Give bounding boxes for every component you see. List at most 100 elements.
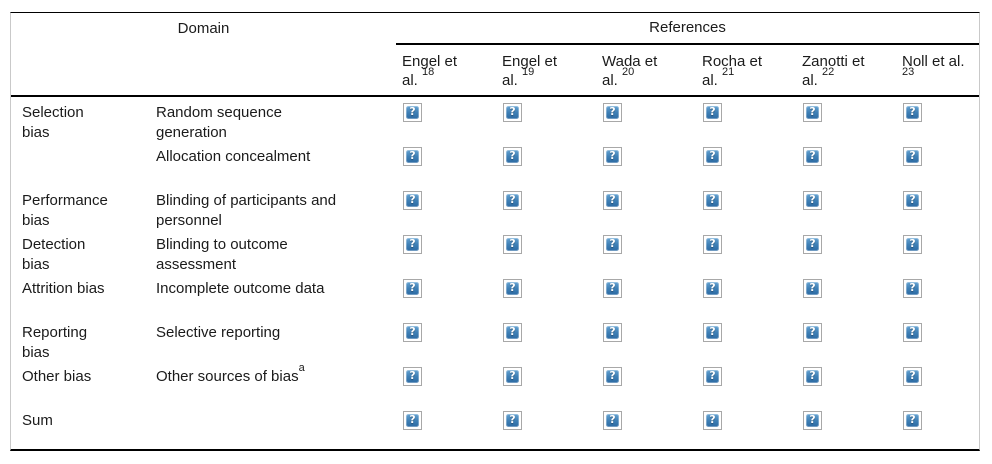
broken-image-icon: ?	[403, 234, 422, 254]
assessment-cell: ?	[802, 273, 902, 317]
domain-header-label: Domain	[177, 20, 230, 37]
assessment-cell: ?	[402, 317, 502, 363]
broken-image-icon: ?	[503, 146, 522, 166]
ref-column-header: Wada et al. 20	[602, 45, 702, 95]
question-mark-glyph: ?	[906, 149, 919, 163]
broken-image-icon: ?	[403, 322, 422, 342]
assessment-cell: ?	[602, 185, 702, 231]
bias-criterion-label: Selective reporting	[156, 324, 281, 341]
question-mark-glyph: ?	[406, 413, 419, 427]
broken-image-icon: ?	[903, 146, 922, 166]
assessment-cell: ?	[702, 273, 802, 317]
question-mark-glyph: ?	[706, 237, 719, 251]
bias-category-label: Detection bias	[22, 236, 86, 273]
table-row: Allocation concealment ??????	[11, 141, 979, 185]
assessment-cell: ?	[702, 405, 802, 449]
broken-image-icon: ?	[703, 366, 722, 386]
assessment-cell: ?	[902, 405, 979, 449]
question-mark-glyph: ?	[606, 413, 619, 427]
broken-image-icon: ?	[703, 146, 722, 166]
question-mark-glyph: ?	[906, 413, 919, 427]
bias-criterion-label: Blinding to outcome assessment	[156, 236, 288, 273]
assessment-cell: ?	[902, 97, 979, 143]
ref-column-header: Engel et al. 18	[402, 45, 502, 95]
broken-image-icon: ?	[403, 410, 422, 430]
assessment-cell: ?	[502, 141, 602, 185]
ref-name: al.	[402, 72, 423, 89]
question-mark-glyph: ?	[706, 105, 719, 119]
assessment-cell: ?	[602, 229, 702, 275]
question-mark-glyph: ?	[406, 105, 419, 119]
broken-image-icon: ?	[903, 190, 922, 210]
assessment-cell: ?	[902, 229, 979, 275]
broken-image-icon: ?	[703, 410, 722, 430]
table-row: Selection bias Random sequence generatio…	[11, 97, 979, 141]
question-mark-glyph: ?	[506, 105, 519, 119]
assessment-cell: ?	[402, 361, 502, 405]
question-mark-glyph: ?	[506, 369, 519, 383]
table-row: Attrition bias Incomplete outcome data ?…	[11, 273, 979, 317]
assessment-cell: ?	[402, 97, 502, 143]
question-mark-glyph: ?	[806, 149, 819, 163]
question-mark-glyph: ?	[906, 281, 919, 295]
broken-image-icon: ?	[503, 190, 522, 210]
question-mark-glyph: ?	[806, 237, 819, 251]
broken-image-icon: ?	[503, 278, 522, 298]
question-mark-glyph: ?	[606, 237, 619, 251]
question-mark-glyph: ?	[806, 369, 819, 383]
question-mark-glyph: ?	[806, 105, 819, 119]
broken-image-icon: ?	[803, 278, 822, 298]
assessment-cell: ?	[802, 361, 902, 405]
table-row: Sum ??????	[11, 405, 979, 449]
broken-image-icon: ?	[503, 410, 522, 430]
question-mark-glyph: ?	[706, 149, 719, 163]
assessment-cell: ?	[602, 97, 702, 143]
bias-category-label: Other bias	[22, 368, 92, 385]
assessment-cell: ?	[502, 405, 602, 449]
broken-image-icon: ?	[903, 234, 922, 254]
broken-image-icon: ?	[403, 146, 422, 166]
assessment-cell: ?	[902, 317, 979, 363]
question-mark-glyph: ?	[606, 193, 619, 207]
ref-column-header: Rocha et al. 21	[702, 45, 802, 95]
assessment-cell: ?	[402, 229, 502, 275]
ref-name: Zanotti et	[802, 53, 865, 70]
ref-citation-number: 21	[722, 66, 735, 78]
spacer-cell	[155, 45, 402, 95]
bias-category-label: Attrition bias	[22, 280, 105, 297]
criterion-footnote-marker: a	[298, 362, 305, 374]
bias-category-cell: Reporting bias	[11, 317, 155, 363]
ref-name: Rocha et	[702, 53, 763, 70]
references-header-cell: References	[396, 13, 979, 45]
ref-column-header: Zanotti et al. 22	[802, 45, 902, 95]
ref-name: al.	[502, 72, 523, 89]
question-mark-glyph: ?	[806, 193, 819, 207]
question-mark-glyph: ?	[506, 325, 519, 339]
broken-image-icon: ?	[603, 410, 622, 430]
question-mark-glyph: ?	[506, 237, 519, 251]
question-mark-glyph: ?	[506, 149, 519, 163]
assessment-cell: ?	[602, 141, 702, 185]
broken-image-icon: ?	[403, 278, 422, 298]
assessment-cell: ?	[502, 317, 602, 363]
broken-image-icon: ?	[803, 322, 822, 342]
broken-image-icon: ?	[503, 322, 522, 342]
question-mark-glyph: ?	[906, 369, 919, 383]
assessment-cell: ?	[402, 141, 502, 185]
assessment-cell: ?	[902, 361, 979, 405]
ref-name: al.	[602, 72, 623, 89]
bias-category-cell: Attrition bias	[11, 273, 155, 317]
assessment-cell: ?	[902, 141, 979, 185]
broken-image-icon: ?	[503, 234, 522, 254]
bias-criterion-cell: Blinding of participants and personnel	[155, 185, 402, 231]
bias-criterion-cell: Incomplete outcome data	[155, 273, 402, 317]
question-mark-glyph: ?	[606, 149, 619, 163]
broken-image-icon: ?	[503, 102, 522, 122]
question-mark-glyph: ?	[906, 325, 919, 339]
assessment-cell: ?	[502, 185, 602, 231]
assessment-cell: ?	[702, 97, 802, 143]
assessment-cell: ?	[702, 361, 802, 405]
broken-image-icon: ?	[703, 190, 722, 210]
broken-image-icon: ?	[903, 278, 922, 298]
question-mark-glyph: ?	[706, 413, 719, 427]
